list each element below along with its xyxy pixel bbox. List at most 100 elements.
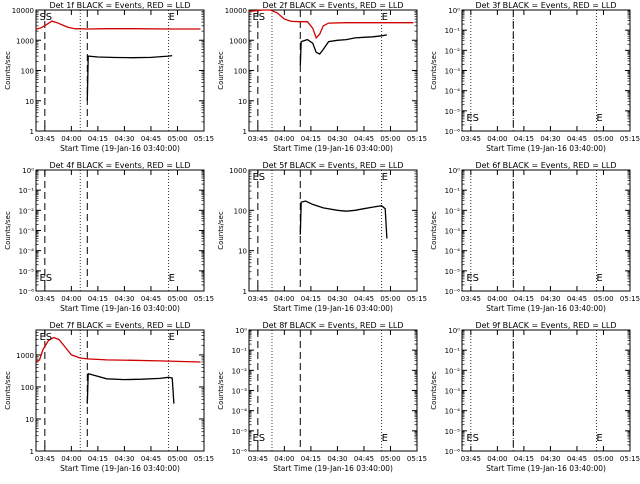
y-tick-label: 10⁻⁴ xyxy=(445,88,461,96)
y-tick-label: 100 xyxy=(21,68,34,76)
y-tick-label: 10⁻³ xyxy=(232,388,248,396)
panel-title: Det 3f BLACK = Events, RED = LLD xyxy=(475,1,616,10)
x-tick-label: 04:15 xyxy=(88,455,108,463)
y-tick-label: 1000 xyxy=(229,37,247,45)
marker-label: E xyxy=(466,433,472,444)
panel-6: Det 6f BLACK = Events, RED = LLD 10⁻⁶ 10⁻⁵… xyxy=(430,161,640,313)
y-tick-label: 10⁻⁶ xyxy=(445,448,461,456)
marker-label: S xyxy=(473,433,479,444)
y-axis-label: Counts/sec xyxy=(430,211,438,250)
y-tick-label: 10⁻¹ xyxy=(445,347,461,355)
y-axis-label: Counts/sec xyxy=(4,211,12,250)
y-tick-label: 10⁻² xyxy=(445,367,461,375)
x-axis-label: Start Time (19-Jan-16 03:40:00) xyxy=(60,144,180,153)
x-tick-label: 03:45 xyxy=(461,295,481,303)
y-tick-label: 100 xyxy=(234,207,247,215)
y-tick-label: 10⁻⁶ xyxy=(232,448,248,456)
x-tick-label: 04:00 xyxy=(274,295,294,303)
panel-1: Det 1f BLACK = Events, RED = LLD 1 10 100 10… xyxy=(4,1,214,153)
x-tick-label: 03:45 xyxy=(461,455,481,463)
y-tick-label: 10⁻⁵ xyxy=(19,268,35,276)
x-tick-label: 05:15 xyxy=(194,295,214,303)
panel-title: Det 4f BLACK = Events, RED = LLD xyxy=(49,161,190,170)
panel-9: Det 9f BLACK = Events, RED = LLD 10⁻⁶ 10⁻⁵… xyxy=(430,321,640,473)
y-axis-label: Counts/sec xyxy=(4,51,12,90)
y-tick-label: 10 xyxy=(238,98,247,106)
x-tick-label: 05:15 xyxy=(620,295,640,303)
x-tick-label: 04:15 xyxy=(301,135,321,143)
x-tick-label: 05:15 xyxy=(620,455,640,463)
y-tick-label: 10⁰ xyxy=(235,327,247,335)
series-events-line xyxy=(86,54,173,101)
panel-title: Det 7f BLACK = Events, RED = LLD xyxy=(49,321,190,330)
y-tick-label: 10⁻⁴ xyxy=(232,408,248,416)
y-tick-label: 10⁻⁵ xyxy=(445,268,461,276)
x-tick-label: 04:45 xyxy=(354,135,374,143)
x-axis-label: Start Time (19-Jan-16 03:40:00) xyxy=(273,144,393,153)
x-tick-label: 04:45 xyxy=(567,455,587,463)
x-tick-label: 04:30 xyxy=(327,455,347,463)
y-tick-label: 1 xyxy=(30,448,34,456)
x-tick-label: 04:45 xyxy=(141,295,161,303)
y-tick-label: 1 xyxy=(30,128,34,136)
y-axis-label: Counts/sec xyxy=(217,371,225,410)
plot-frame xyxy=(35,329,205,452)
y-tick-label: 1000 xyxy=(16,37,34,45)
y-tick-label: 10 xyxy=(25,416,34,424)
y-tick-label: 10⁰ xyxy=(448,7,460,15)
x-tick-label: 04:30 xyxy=(114,135,134,143)
y-tick-label: 10 xyxy=(238,248,247,256)
x-tick-label: 05:00 xyxy=(593,295,613,303)
marker-label: E xyxy=(253,172,259,183)
x-tick-label: 04:15 xyxy=(514,295,534,303)
x-tick-label: 04:30 xyxy=(114,455,134,463)
y-tick-label: 10⁻⁶ xyxy=(445,128,461,136)
x-tick-label: 04:15 xyxy=(514,135,534,143)
panel-title: Det 6f BLACK = Events, RED = LLD xyxy=(475,161,616,170)
x-tick-label: 04:15 xyxy=(88,135,108,143)
x-tick-label: 05:00 xyxy=(380,295,400,303)
y-tick-label: 10⁰ xyxy=(448,167,460,175)
x-axis-label: Start Time (19-Jan-16 03:40:00) xyxy=(486,144,606,153)
x-tick-label: 05:00 xyxy=(167,135,187,143)
y-tick-label: 10⁻² xyxy=(445,207,461,215)
x-tick-label: 05:00 xyxy=(167,295,187,303)
y-tick-label: 10⁰ xyxy=(22,167,34,175)
marker-label: E xyxy=(382,433,388,444)
y-tick-label: 10⁻⁶ xyxy=(19,288,35,296)
x-tick-label: 03:45 xyxy=(35,135,55,143)
marker-label: S xyxy=(473,113,479,124)
marker-label: E xyxy=(253,12,259,23)
y-tick-label: 10⁻² xyxy=(445,47,461,55)
y-tick-label: 100 xyxy=(234,68,247,76)
panel-title: Det 2f BLACK = Events, RED = LLD xyxy=(262,1,403,10)
x-tick-label: 05:00 xyxy=(380,135,400,143)
plot-frame xyxy=(248,9,418,132)
y-tick-label: 10⁻¹ xyxy=(445,187,461,195)
x-tick-label: 05:15 xyxy=(194,455,214,463)
x-tick-label: 05:15 xyxy=(407,295,427,303)
x-axis-label: Start Time (19-Jan-16 03:40:00) xyxy=(273,464,393,473)
y-tick-label: 10⁰ xyxy=(448,327,460,335)
x-tick-label: 04:45 xyxy=(141,455,161,463)
plot-frame xyxy=(35,169,205,292)
y-tick-label: 10⁻¹ xyxy=(445,27,461,35)
marker-label: E xyxy=(382,12,388,23)
plot-frame xyxy=(248,329,418,452)
series-lld-line xyxy=(35,20,201,30)
marker-label: E xyxy=(596,113,602,124)
y-tick-label: 10⁻² xyxy=(19,207,35,215)
marker-label: S xyxy=(259,12,265,23)
marker-label: E xyxy=(596,433,602,444)
plot-frame xyxy=(461,9,631,132)
marker-label: S xyxy=(473,273,479,284)
x-tick-label: 04:00 xyxy=(61,455,81,463)
plot-frame xyxy=(461,329,631,452)
x-tick-label: 03:45 xyxy=(248,135,268,143)
x-tick-label: 03:45 xyxy=(248,295,268,303)
x-tick-label: 04:00 xyxy=(487,455,507,463)
x-tick-label: 03:45 xyxy=(35,295,55,303)
marker-label: S xyxy=(40,12,46,23)
x-axis-label: Start Time (19-Jan-16 03:40:00) xyxy=(60,304,180,313)
